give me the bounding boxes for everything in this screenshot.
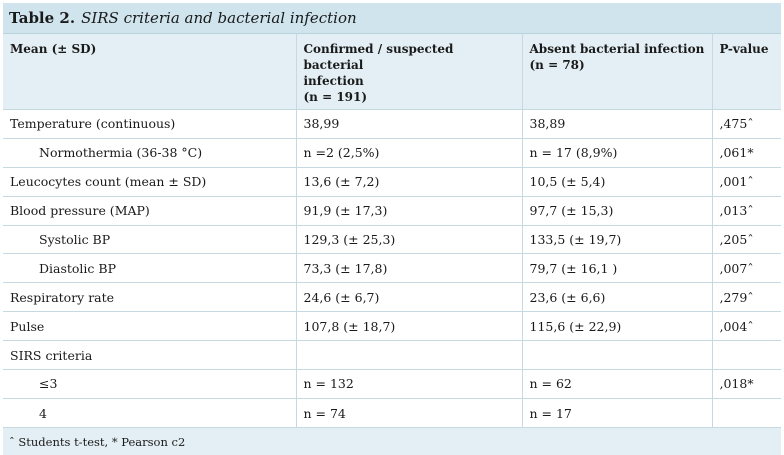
header-confirmed: Confirmed / suspected bacterial infectio… bbox=[296, 34, 523, 110]
row-label: Blood pressure (MAP) bbox=[3, 195, 297, 226]
row-pvalue: ,061* bbox=[712, 137, 781, 168]
row-label: Systolic BP bbox=[3, 224, 297, 254]
table-row: Leucocytes count (mean ± SD) 13,6 (± 7,2… bbox=[3, 166, 781, 197]
header-row: Mean (± SD) Confirmed / suspected bacter… bbox=[3, 34, 781, 110]
row-label: Respiratory rate bbox=[3, 282, 297, 312]
row-pvalue: ,013ˆ bbox=[712, 195, 781, 226]
row-label: Pulse bbox=[3, 311, 297, 341]
row-label: Temperature (continuous) bbox=[3, 109, 297, 139]
table-row: Temperature (continuous) 38,99 38,89 ,47… bbox=[3, 109, 781, 139]
table-row: Diastolic BP 73,3 (± 17,8) 79,7 (± 16,1 … bbox=[3, 253, 781, 283]
row-absent: 79,7 (± 16,1 ) bbox=[522, 253, 713, 283]
table-row: ≤3 n = 132 n = 62 ,018* bbox=[3, 369, 781, 399]
row-label: SIRS criteria bbox=[3, 340, 297, 370]
table-row: Normothermia (36-38 °C) n =2 (2,5%) n = … bbox=[3, 137, 781, 168]
row-label: 4 bbox=[3, 397, 297, 428]
sirs-table: Table 2. SIRS criteria and bacterial inf… bbox=[3, 3, 781, 455]
row-pvalue: ,001ˆ bbox=[712, 166, 781, 197]
row-pvalue: ,007ˆ bbox=[712, 253, 781, 283]
row-confirmed: 13,6 (± 7,2) bbox=[296, 166, 523, 197]
row-pvalue: ,004ˆ bbox=[712, 311, 781, 341]
row-absent bbox=[522, 340, 713, 370]
row-absent: 133,5 (± 19,7) bbox=[522, 224, 713, 254]
row-confirmed: 38,99 bbox=[296, 109, 523, 139]
row-confirmed bbox=[296, 340, 523, 370]
table-row: Pulse 107,8 (± 18,7) 115,6 (± 22,9) ,004… bbox=[3, 311, 781, 341]
row-confirmed: 129,3 (± 25,3) bbox=[296, 224, 523, 254]
row-absent: 38,89 bbox=[522, 109, 713, 139]
table-footnote: ˆ Students t-test, * Pearson c2 bbox=[3, 427, 781, 455]
row-pvalue bbox=[712, 340, 781, 370]
table-title-caption: SIRS criteria and bacterial infection bbox=[81, 9, 357, 27]
row-confirmed: n =2 (2,5%) bbox=[296, 137, 523, 168]
table-row: SIRS criteria bbox=[3, 340, 781, 370]
table-title-label: Table 2. bbox=[9, 9, 76, 27]
header-absent: Absent bacterial infection (n = 78) bbox=[522, 34, 713, 110]
row-pvalue: ,279ˆ bbox=[712, 282, 781, 312]
footnote-text: ˆ Students t-test, * Pearson c2 bbox=[9, 434, 186, 449]
header-pvalue: P-value bbox=[719, 42, 769, 56]
row-confirmed: 91,9 (± 17,3) bbox=[296, 195, 523, 226]
row-label: Leucocytes count (mean ± SD) bbox=[3, 166, 297, 197]
row-absent: 115,6 (± 22,9) bbox=[522, 311, 713, 341]
data-table: Mean (± SD) Confirmed / suspected bacter… bbox=[3, 34, 781, 428]
row-pvalue: ,475ˆ bbox=[712, 109, 781, 139]
table-row: Systolic BP 129,3 (± 25,3) 133,5 (± 19,7… bbox=[3, 224, 781, 254]
table-row: Blood pressure (MAP) 91,9 (± 17,3) 97,7 … bbox=[3, 195, 781, 226]
row-confirmed: n = 74 bbox=[296, 397, 523, 428]
header-mean: Mean (± SD) bbox=[3, 34, 297, 110]
table-title: Table 2. SIRS criteria and bacterial inf… bbox=[3, 3, 781, 34]
row-absent: 23,6 (± 6,6) bbox=[522, 282, 713, 312]
row-confirmed: 107,8 (± 18,7) bbox=[296, 311, 523, 341]
row-label: ≤3 bbox=[3, 369, 297, 399]
row-label: Diastolic BP bbox=[3, 253, 297, 283]
row-confirmed: 24,6 (± 6,7) bbox=[296, 282, 523, 312]
row-absent: n = 17 (8,9%) bbox=[522, 137, 713, 168]
row-absent: n = 62 bbox=[522, 369, 713, 399]
row-confirmed: n = 132 bbox=[296, 369, 523, 399]
table-row: Respiratory rate 24,6 (± 6,7) 23,6 (± 6,… bbox=[3, 282, 781, 312]
row-absent: 97,7 (± 15,3) bbox=[522, 195, 713, 226]
row-absent: 10,5 (± 5,4) bbox=[522, 166, 713, 197]
row-pvalue: ,205ˆ bbox=[712, 224, 781, 254]
table-row: 4 n = 74 n = 17 bbox=[3, 397, 781, 428]
row-label: Normothermia (36-38 °C) bbox=[3, 137, 297, 168]
row-pvalue: ,018* bbox=[712, 369, 781, 399]
row-absent: n = 17 bbox=[522, 397, 713, 428]
row-pvalue bbox=[712, 397, 781, 428]
row-confirmed: 73,3 (± 17,8) bbox=[296, 253, 523, 283]
